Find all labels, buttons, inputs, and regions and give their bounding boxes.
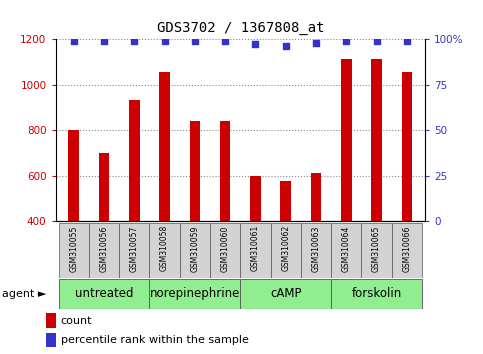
Text: agent ►: agent ► <box>2 289 47 299</box>
Point <box>161 38 169 44</box>
Text: GSM310062: GSM310062 <box>281 225 290 272</box>
Point <box>312 40 320 45</box>
Text: GSM310055: GSM310055 <box>69 225 78 272</box>
Text: norepinephrine: norepinephrine <box>150 287 240 300</box>
Bar <box>341 59 352 221</box>
Point <box>221 38 229 44</box>
Bar <box>189 121 200 221</box>
Bar <box>58 223 89 278</box>
Bar <box>392 223 422 278</box>
Bar <box>58 279 149 309</box>
Bar <box>159 72 170 221</box>
Text: GSM310061: GSM310061 <box>251 225 260 272</box>
Text: GSM310064: GSM310064 <box>342 225 351 272</box>
Text: count: count <box>61 315 92 326</box>
Bar <box>149 223 180 278</box>
Text: forskolin: forskolin <box>352 287 402 300</box>
Bar <box>129 101 140 221</box>
Bar <box>281 181 291 221</box>
Bar <box>180 223 210 278</box>
Bar <box>89 223 119 278</box>
Point <box>130 38 138 44</box>
Bar <box>69 130 79 221</box>
Bar <box>46 333 56 348</box>
Bar <box>331 223 361 278</box>
Text: GSM310059: GSM310059 <box>190 225 199 272</box>
Bar <box>46 313 56 328</box>
Text: untreated: untreated <box>75 287 133 300</box>
Point <box>282 44 290 49</box>
Text: cAMP: cAMP <box>270 287 301 300</box>
Bar <box>311 173 321 221</box>
Point <box>342 38 350 44</box>
Text: GSM310056: GSM310056 <box>99 225 109 272</box>
Point <box>191 38 199 44</box>
Bar <box>119 223 149 278</box>
Bar <box>220 121 230 221</box>
Bar <box>270 223 301 278</box>
Text: GSM310058: GSM310058 <box>160 225 169 272</box>
Point <box>252 41 259 47</box>
Text: GSM310066: GSM310066 <box>402 225 412 272</box>
Bar <box>371 59 382 221</box>
Point <box>70 38 78 44</box>
Bar <box>250 176 261 221</box>
Title: GDS3702 / 1367808_at: GDS3702 / 1367808_at <box>156 21 324 35</box>
Bar <box>241 223 270 278</box>
Bar <box>301 223 331 278</box>
Text: GSM310065: GSM310065 <box>372 225 381 272</box>
Bar <box>99 153 109 221</box>
Text: percentile rank within the sample: percentile rank within the sample <box>61 335 249 345</box>
Text: GSM310063: GSM310063 <box>312 225 321 272</box>
Bar <box>241 279 331 309</box>
Point <box>403 38 411 44</box>
Point <box>100 38 108 44</box>
Text: GSM310057: GSM310057 <box>130 225 139 272</box>
Bar <box>149 279 240 309</box>
Bar <box>331 279 422 309</box>
Bar <box>210 223 240 278</box>
Point <box>373 38 381 44</box>
Bar <box>401 72 412 221</box>
Text: GSM310060: GSM310060 <box>221 225 229 272</box>
Bar <box>361 223 392 278</box>
